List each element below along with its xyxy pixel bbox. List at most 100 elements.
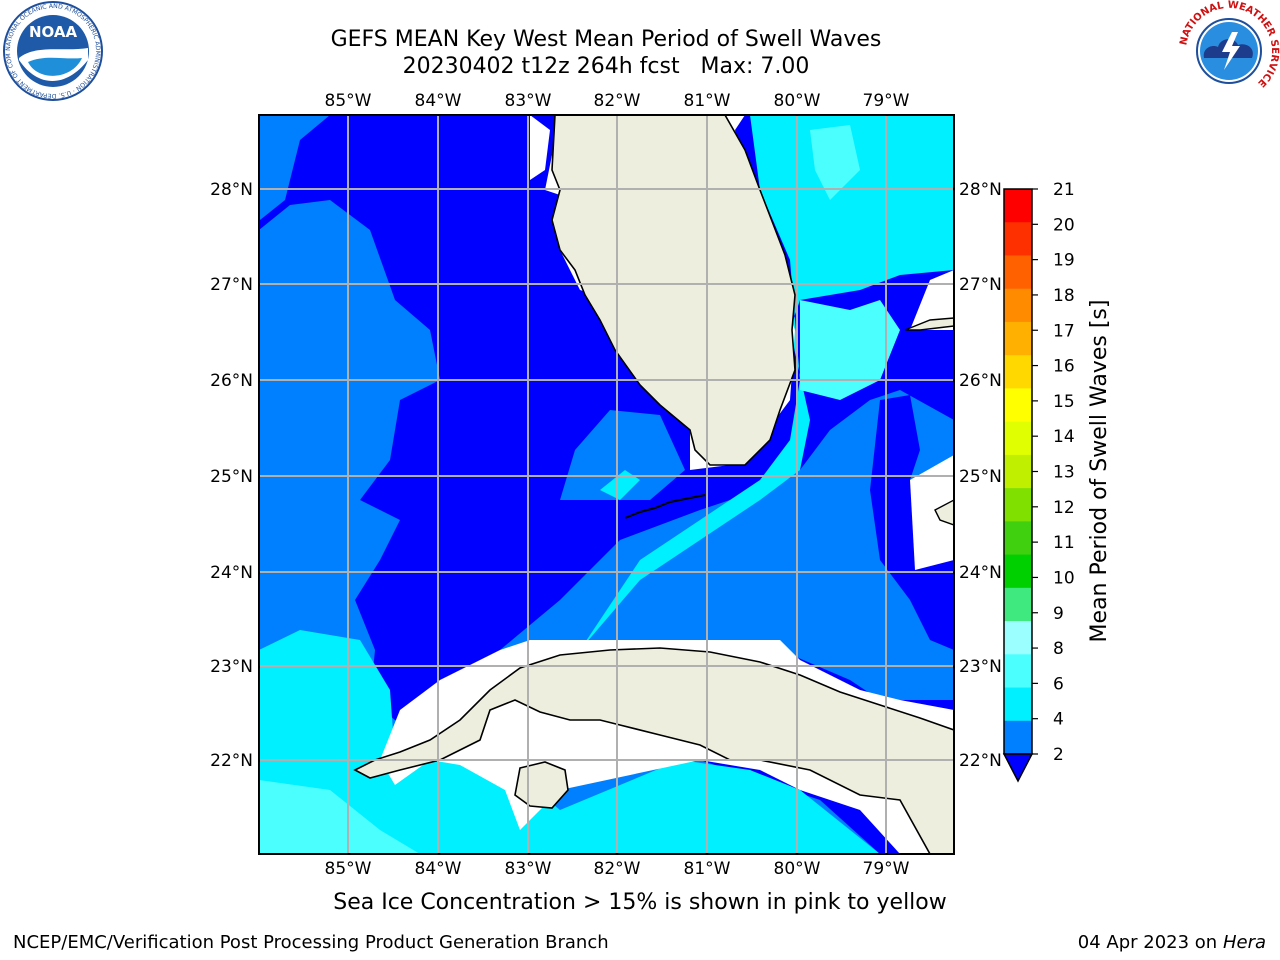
footer-host: Hera xyxy=(1222,932,1266,953)
colorbar-swatch xyxy=(1004,521,1032,556)
nws-logo: NATIONAL WEATHER SERVICE xyxy=(1178,0,1280,100)
lon-label-bottom: 80°W xyxy=(774,859,821,879)
field-band-6-8-sw xyxy=(259,780,420,854)
lat-label-right: 28°N xyxy=(959,180,1002,200)
colorbar-label: Mean Period of Swell Waves [s] xyxy=(1087,300,1112,643)
colorbar-tick-label: 20 xyxy=(1053,215,1075,235)
lat-label-right: 25°N xyxy=(959,467,1002,487)
field-band-2-4-keys xyxy=(560,410,685,500)
lon-label-bottom: 84°W xyxy=(415,859,462,879)
ice-note: Sea Ice Concentration > 15% is shown in … xyxy=(333,890,947,915)
colorbar-swatch xyxy=(1004,189,1032,223)
lon-label-bottom: 85°W xyxy=(325,859,372,879)
colorbar-tick-label: 17 xyxy=(1053,321,1075,341)
footer-date-text: 04 Apr 2023 on xyxy=(1077,932,1223,953)
lon-label-top: 85°W xyxy=(325,91,372,111)
field-nodata-east xyxy=(910,455,954,570)
colorbar-swatch xyxy=(1004,720,1032,755)
lon-label-top: 79°W xyxy=(863,91,910,111)
lon-label-top: 82°W xyxy=(594,91,641,111)
colorbar-ticks: 21 20 19 18 17 16 15 14 13 12 11 10 9 8 6 4 2 xyxy=(1032,180,1075,765)
graticule xyxy=(259,115,954,854)
lon-label-bottom: 79°W xyxy=(863,859,910,879)
colorbar-swatch xyxy=(1004,488,1032,522)
colorbar-swatch xyxy=(1004,421,1032,456)
colorbar-tick-label: 6 xyxy=(1053,674,1064,694)
lon-label-bottom: 83°W xyxy=(505,859,552,879)
colorbar-swatch xyxy=(1004,554,1032,589)
land-bahamas xyxy=(904,317,954,526)
field-band-low-east xyxy=(870,395,954,650)
lat-label-left: 26°N xyxy=(210,371,253,391)
lat-label-right: 26°N xyxy=(959,371,1002,391)
field-band-4-6-atlantic xyxy=(580,115,954,650)
colorbar-extend-arrow xyxy=(1002,753,1034,783)
colorbar-tick-label: 14 xyxy=(1053,427,1075,447)
field-band-4-6-south xyxy=(259,760,880,854)
lat-label-right: 22°N xyxy=(959,751,1002,771)
lat-label-left: 22°N xyxy=(210,751,253,771)
title-line-2: 20230402 t12z 264h fcst Max: 7.00 xyxy=(402,54,810,79)
florida-keys xyxy=(624,494,706,519)
lat-label-left: 24°N xyxy=(210,563,253,583)
colorbar-tick-label: 2 xyxy=(1053,745,1064,765)
colorbar-tick-label: 4 xyxy=(1053,710,1064,730)
lon-label-bottom: 81°W xyxy=(684,859,731,879)
footer-date: 04 Apr 2023 on Hera xyxy=(1078,932,1266,953)
lon-labels-bottom: 85°W 84°W 83°W 82°W 81°W 80°W 79°W xyxy=(325,859,910,879)
colorbar-swatch xyxy=(1004,388,1032,423)
lat-label-right: 24°N xyxy=(959,563,1002,583)
field-band-6-8-north xyxy=(810,125,860,200)
colorbar-tick-label: 9 xyxy=(1053,604,1064,624)
lat-label-left: 27°N xyxy=(210,275,253,295)
lat-label-left: 25°N xyxy=(210,467,253,487)
colorbar-swatches xyxy=(1004,189,1032,755)
field-band-4-6-patch xyxy=(600,470,640,500)
lon-label-top: 83°W xyxy=(505,91,552,111)
colorbar: 21 20 19 18 17 16 15 14 13 12 11 10 9 8 6 4 2 Mean Perio… xyxy=(1002,180,1112,783)
lon-label-top: 81°W xyxy=(684,91,731,111)
field-band-6-8-east xyxy=(800,300,900,400)
colorbar-tick-label: 18 xyxy=(1053,286,1075,306)
lat-labels-left: 28°N 27°N 26°N 25°N 24°N 23°N 22°N xyxy=(210,180,253,771)
lon-labels-top: 85°W 84°W 83°W 82°W 81°W 80°W 79°W xyxy=(325,91,910,111)
colorbar-swatch xyxy=(1004,288,1032,323)
colorbar-tick-label: 12 xyxy=(1053,498,1075,518)
colorbar-swatch xyxy=(1004,687,1032,722)
noaa-logo: NATIONAL OCEANIC AND ATMOSPHERIC ADMINIS… xyxy=(2,0,103,101)
colorbar-swatch xyxy=(1004,654,1032,689)
lon-label-bottom: 82°W xyxy=(594,859,641,879)
colorbar-swatch xyxy=(1004,255,1032,290)
colorbar-swatch xyxy=(1004,587,1032,622)
colorbar-swatch xyxy=(1004,222,1032,257)
field-band-2-4-straits xyxy=(500,390,954,700)
field-nodata-fl-west xyxy=(530,115,550,180)
lat-labels-right: 28°N 27°N 26°N 25°N 24°N 23°N 22°N xyxy=(959,180,1002,771)
lat-label-right: 23°N xyxy=(959,657,1002,677)
field-band-4-6-sw xyxy=(259,630,395,760)
lat-label-left: 23°N xyxy=(210,657,253,677)
colorbar-tick-label: 19 xyxy=(1053,251,1075,271)
title-line-1: GEFS MEAN Key West Mean Period of Swell … xyxy=(330,27,882,52)
lat-label-right: 27°N xyxy=(959,275,1002,295)
colorbar-tick-label: 11 xyxy=(1053,533,1075,553)
colorbar-swatch xyxy=(1004,355,1032,390)
colorbar-tick-label: 15 xyxy=(1053,392,1075,412)
lon-label-top: 80°W xyxy=(774,91,821,111)
land-cuba xyxy=(353,647,954,854)
noaa-logo-text: NOAA xyxy=(29,23,78,41)
colorbar-tick-label: 8 xyxy=(1053,639,1064,659)
lat-label-left: 28°N xyxy=(210,180,253,200)
colorbar-swatch xyxy=(1004,321,1032,356)
colorbar-swatch xyxy=(1004,621,1032,655)
colorbar-swatch xyxy=(1004,454,1032,489)
field-band-2-4-west xyxy=(259,115,440,760)
colorbar-tick-label: 10 xyxy=(1053,568,1075,588)
colorbar-tick-label: 21 xyxy=(1053,180,1075,200)
lon-label-top: 84°W xyxy=(415,91,462,111)
colorbar-tick-label: 16 xyxy=(1053,357,1075,377)
map-frame xyxy=(258,114,955,855)
footer-credit: NCEP/EMC/Verification Post Processing Pr… xyxy=(13,932,609,953)
colorbar-tick-label: 13 xyxy=(1053,463,1075,483)
